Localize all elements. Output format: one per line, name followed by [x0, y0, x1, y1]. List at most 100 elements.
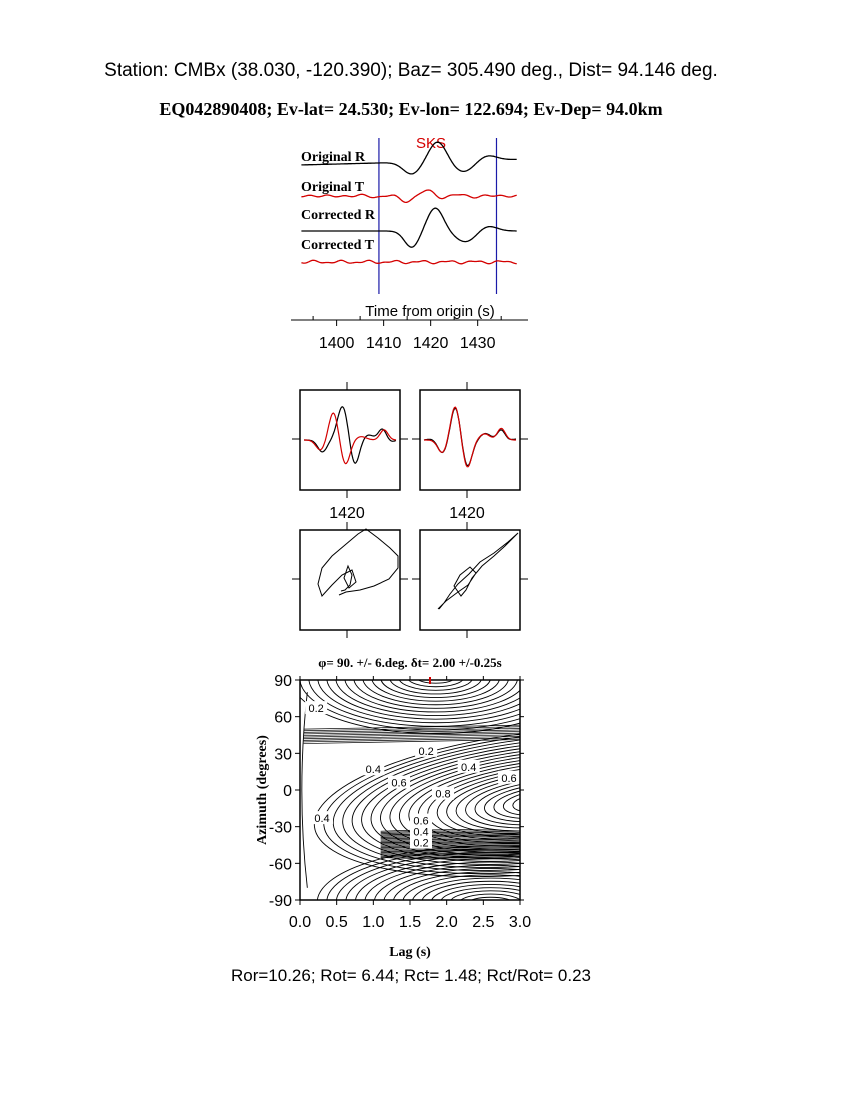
- lag-tick-label: 0.5: [326, 914, 348, 931]
- waveform-box-original: [299, 389, 401, 491]
- misfit-contour-dense-band: [380, 834, 520, 837]
- misfit-contour-centre: [323, 730, 520, 875]
- misfit-contour-lower: [383, 868, 520, 900]
- misfit-contour-lower: [440, 887, 520, 900]
- misfit-contour-centre: [389, 751, 520, 853]
- misfit-contour-dense-band: [380, 850, 520, 853]
- contour-label-bg: [498, 770, 520, 784]
- contour-label-bg: [362, 762, 385, 776]
- misfit-contour-lower: [470, 896, 511, 900]
- time-tick-label: 1400: [319, 335, 355, 352]
- misfit-contour-centre: [502, 788, 520, 817]
- original-t-trace: [301, 189, 517, 204]
- contour-label-bg: [305, 701, 328, 715]
- contour-label-bg: [388, 775, 410, 789]
- misfit-contour-upper: [308, 680, 520, 727]
- misfit-contour-lower: [373, 864, 520, 900]
- misfit-contour-upper: [300, 680, 520, 731]
- misfit-contour-centre: [474, 779, 520, 826]
- contour-label-bg: [410, 813, 432, 827]
- particle-motion-box-corrected: [419, 529, 521, 631]
- azimuth-tick-label: 30: [274, 746, 292, 763]
- corrected-t-trace: [301, 259, 517, 265]
- misfit-contour-upper-band: [303, 729, 520, 735]
- misfit-contour-lower: [450, 890, 520, 900]
- time-axis-ticks: 1400 1410 1420 1430: [312, 316, 502, 352]
- azimuth-tick-label: -90: [269, 893, 292, 910]
- misfit-contour-upper: [335, 680, 520, 716]
- misfit-contour-upper-band: [303, 734, 520, 740]
- waveform-tick-label-original: 1420: [329, 505, 365, 522]
- contour-label-bg: [311, 811, 333, 825]
- misfit-contour-lower: [402, 874, 520, 900]
- misfit-contour-centre: [408, 757, 520, 847]
- corrected-r-trace: [301, 207, 517, 248]
- misfit-contour-upper: [353, 680, 518, 709]
- misfit-contour-left-edge: [301, 692, 308, 888]
- trace-label-corrected-t: Corrected T: [301, 238, 375, 253]
- lag-tick-label: 2.5: [472, 914, 494, 931]
- seismogram-panel: SKS Original R Original T Corrected R Co…: [291, 135, 528, 352]
- misfit-contour-lower: [489, 899, 492, 900]
- lag-tick-label: 0.0: [289, 914, 311, 931]
- misfit-contour-centre: [455, 773, 520, 832]
- particle-motion-corrected: [437, 532, 519, 610]
- trace-label-original-t: Original T: [301, 180, 365, 195]
- contour-label-bg: [415, 743, 438, 757]
- time-axis-label: Time from origin (s): [365, 303, 494, 320]
- misfit-contour-upper: [417, 680, 454, 684]
- misfit-contour-upper-band: [303, 732, 520, 738]
- time-tick-label: 1430: [460, 335, 496, 352]
- misfit-contour-lower: [460, 893, 520, 900]
- azimuth-tick-label: -30: [269, 820, 292, 837]
- lag-tick-label: 2.0: [436, 914, 458, 931]
- particle-motion-panels: [292, 522, 528, 638]
- misfit-contour-dense-band: [380, 852, 520, 854]
- lag-tick-label: 1.5: [399, 914, 421, 931]
- misfit-contours: [300, 680, 570, 900]
- misfit-contour-upper: [398, 680, 473, 691]
- azimuth-tick-label: -60: [269, 856, 292, 873]
- azimuth-tick-label: 0: [283, 783, 292, 800]
- misfit-contour-lower: [431, 883, 520, 900]
- misfit-contour-centre: [436, 767, 520, 838]
- contour-label-bg: [457, 759, 480, 773]
- misfit-contour-centre: [342, 736, 520, 868]
- misfit-grid-ticks: 0.0 0.5 1.0 1.5 2.0 2.5 3.0 -90 -60 -30 0 30 60 90: [269, 673, 531, 931]
- misfit-contour-centre: [522, 793, 570, 812]
- lag-tick-label: 3.0: [509, 914, 531, 931]
- azimuth-tick-label: 90: [274, 673, 292, 690]
- particle-motion-box-original: [299, 529, 401, 631]
- misfit-contour-centre: [446, 770, 520, 835]
- misfit-contour-centre: [465, 776, 520, 829]
- misfit-contour-centre: [398, 754, 520, 850]
- misfit-contour-upper-band: [303, 739, 520, 744]
- misfit-contour-upper-band: [303, 736, 520, 741]
- misfit-contour-upper-band: [303, 737, 520, 743]
- misfit-contour-dense-band: [380, 839, 520, 841]
- contour-label-bg: [432, 786, 454, 800]
- misfit-contour-upper: [380, 680, 491, 698]
- misfit-contour-centre: [370, 745, 520, 859]
- azimuth-axis-label: Azimuth (degrees): [255, 735, 270, 845]
- misfit-contour-dense-band: [380, 849, 520, 851]
- misfit-contour-dense-band: [380, 837, 520, 840]
- splitting-result-title: φ= 90. +/- 6.deg. δt= 2.00 +/-0.25s: [318, 655, 502, 670]
- misfit-contour-centre: [361, 742, 520, 862]
- lag-tick-label: 1.0: [362, 914, 384, 931]
- phase-label: SKS: [416, 135, 446, 152]
- misfit-contour-lower: [316, 845, 520, 900]
- event-info: EQ042890408; Ev-lat= 24.530; Ev-lon= 122…: [159, 99, 662, 119]
- contour-label-bg: [410, 835, 432, 849]
- station-info: Station: CMBx (38.030, -120.390); Baz= 3…: [104, 60, 718, 81]
- lag-axis-label: Lag (s): [389, 945, 431, 960]
- contour-label: 0.4: [461, 762, 476, 774]
- misfit-contour-dense-band: [380, 833, 520, 836]
- original-r-trace: [301, 141, 517, 175]
- misfit-contour-upper: [371, 680, 500, 702]
- misfit-contour-dense-band: [380, 836, 520, 838]
- particle-motion-original: [317, 528, 399, 597]
- misfit-contour-lower: [364, 861, 520, 900]
- misfit-contour-dense-band: [380, 854, 520, 857]
